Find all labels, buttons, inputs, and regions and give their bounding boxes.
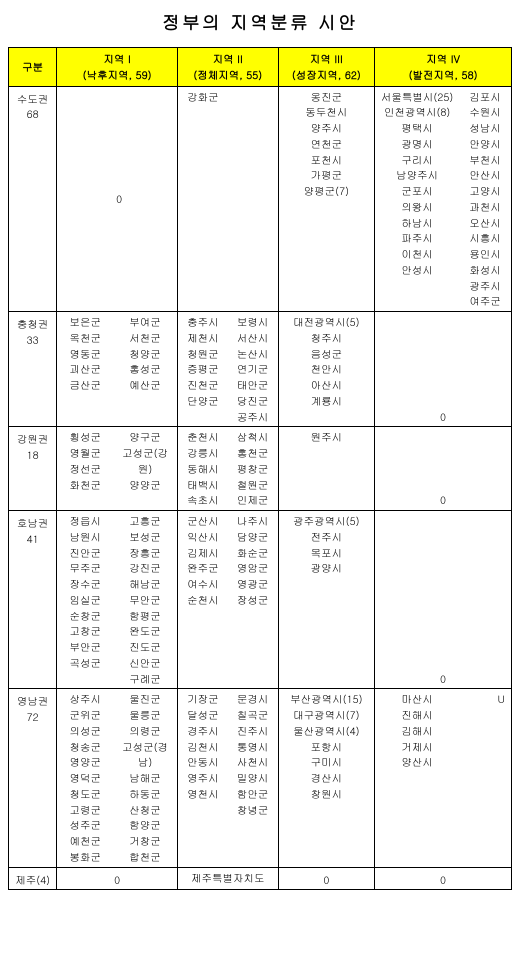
- row-label: 제주(4): [9, 867, 57, 890]
- cell-list: 서울특별시(25)인천광역시(8)평택시광명시구리시남양주시군포시의왕시하남시파…: [375, 86, 460, 312]
- th-region3: 지역 III (성장지역, 62): [278, 48, 375, 87]
- cell-list: 옹진군동두천시양주시연천군포천시가평군양평군(7): [278, 86, 375, 312]
- cell-list: 횡성군영월군정선군화천군: [57, 427, 113, 511]
- cell-list: 춘천시강릉시동해시태백시속초시: [177, 427, 227, 511]
- cell-list: U: [459, 689, 511, 867]
- cell-zero: 0: [375, 427, 512, 511]
- cell-zero: 0: [278, 867, 375, 890]
- cell-list: 보은군옥천군영동군괴산군금산군: [57, 312, 113, 427]
- cell-single: 제주특별자치도: [177, 867, 278, 890]
- cell-zero: 0: [57, 867, 178, 890]
- cell-zero: 0: [375, 312, 512, 427]
- cell-list: 김포시수원시성남시안양시부천시안산시고양시과천시오산시시흥시용인시화성시광주시여…: [459, 86, 511, 312]
- th-gubun: 구분: [9, 48, 57, 87]
- cell-list: 보령시서산시논산시연기군태안군당진군공주시: [228, 312, 278, 427]
- row-label: 수도권 68: [9, 86, 57, 312]
- th-region1: 지역 I (낙후지역, 59): [57, 48, 178, 87]
- cell-list: 충주시제천시청원군증평군진천군단양군: [177, 312, 227, 427]
- cell-list: 상주시군위군의성군청송군영양군영덕군청도군고령군성주군예천군봉화군: [57, 689, 113, 867]
- cell-zero: 0: [57, 86, 178, 312]
- cell-list: 부산광역시(15)대구광역시(7)울산광역시(4)포항시구미시경산시창원시: [278, 689, 375, 867]
- row-label: 호남권 41: [9, 511, 57, 689]
- cell-list: 광주광역시(5)전주시목포시광양시: [278, 511, 375, 689]
- cell-list: 정읍시남원시진안군무주군장수군임실군순창군고창군부안군곡성군: [57, 511, 113, 689]
- row-label: 강원권 18: [9, 427, 57, 511]
- th-region2: 지역 II (정체지역, 55): [177, 48, 278, 87]
- cell-list: 원주시: [278, 427, 375, 511]
- cell-zero: 0: [375, 867, 512, 890]
- row-label: 충청권 33: [9, 312, 57, 427]
- cell-list: 나주시담양군화순군영암군영광군장성군: [228, 511, 278, 689]
- cell-list: 대전광역시(5)청주시음성군천안시아산시계룡시: [278, 312, 375, 427]
- cell-list: 군산시익산시김제시완주군여수시순천시: [177, 511, 227, 689]
- cell-list: 부여군서천군청양군홍성군예산군: [113, 312, 177, 427]
- region-table: 구분 지역 I (낙후지역, 59) 지역 II (정체지역, 55) 지역 I…: [8, 47, 512, 890]
- page-title: 정부의 지역분류 시안: [8, 10, 512, 35]
- cell-list: 삼척시홍천군평창군철원군인제군: [228, 427, 278, 511]
- cell-zero: 0: [375, 511, 512, 689]
- th-region4: 지역 IV (발전지역, 58): [375, 48, 512, 87]
- cell-list: 울진군울릉군의령군고성군(경남)남해군하동군산청군함양군거창군합천군: [113, 689, 177, 867]
- row-label: 영남권 72: [9, 689, 57, 867]
- cell-list: [228, 86, 278, 312]
- cell-list: 문경시칠곡군진주시통영시사천시밀양시함안군창녕군: [228, 689, 278, 867]
- cell-list: 강화군: [177, 86, 227, 312]
- cell-list: 마산시진해시김해시거제시양산시: [375, 689, 460, 867]
- cell-list: 양구군고성군(강원)양양군: [113, 427, 177, 511]
- cell-list: 고흥군보성군장흥군강진군해남군무안군함평군완도군진도군신안군구례군: [113, 511, 177, 689]
- cell-list: 기장군달성군경주시김천시안동시영주시영천시: [177, 689, 227, 867]
